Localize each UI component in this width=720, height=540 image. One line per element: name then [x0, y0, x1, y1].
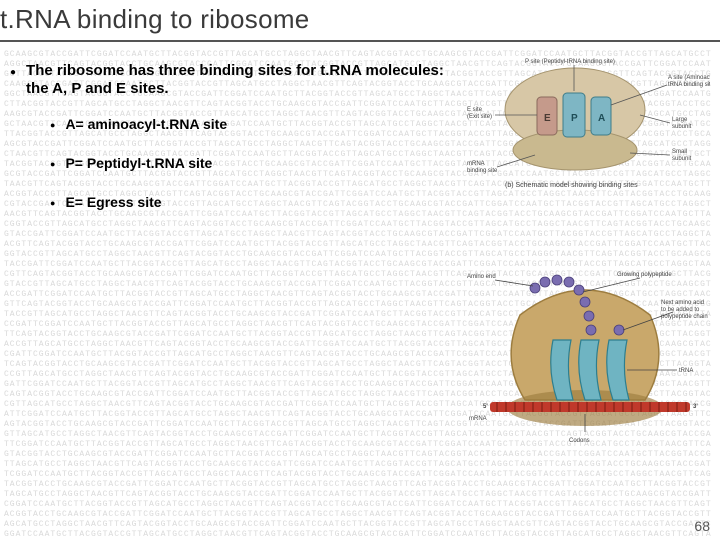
svg-text:A site (Aminoacyl-tRNA binding: A site (Aminoacyl-tRNA binding site) [668, 75, 710, 88]
svg-text:(b) Schematic model showing bi: (b) Schematic model showing binding site… [505, 182, 638, 189]
svg-text:E: E [544, 113, 551, 124]
svg-text:Largesubunit: Largesubunit [672, 117, 692, 130]
svg-text:mRNAbinding site: mRNAbinding site [467, 161, 498, 174]
title-underline [0, 40, 720, 42]
svg-text:5': 5' [483, 404, 488, 410]
svg-text:mRNA: mRNA [469, 416, 487, 422]
bullet-dot-icon: ● [10, 64, 16, 82]
sub-bullet-p: ● P= Peptidyl-t.RNA site [50, 155, 450, 172]
figure-schematic-binding-sites: E P A P site (Peptidyl-tRNA binding site… [465, 55, 710, 190]
svg-text:tRNA: tRNA [679, 368, 693, 374]
main-bullet-text: The ribosome has three binding sites for… [26, 62, 450, 98]
svg-text:P: P [571, 113, 578, 124]
bullet-dot-icon: ● [50, 156, 55, 172]
sub-bullet-e-text: E= Egress site [65, 194, 161, 210]
page-number: 68 [694, 518, 710, 534]
main-bullet: ● The ribosome has three binding sites f… [10, 62, 450, 98]
svg-text:Codons: Codons [569, 438, 590, 444]
svg-text:3': 3' [693, 404, 698, 410]
bullet-content: ● The ribosome has three binding sites f… [10, 62, 450, 233]
sub-bullet-p-text: P= Peptidyl-t.RNA site [65, 155, 212, 171]
svg-text:P site (Peptidyl-tRNA binding: P site (Peptidyl-tRNA binding site) [525, 59, 615, 65]
slide-title: t.RNA binding to ribosome [0, 4, 310, 35]
svg-text:Next amino acid to be ad: Next amino acid to be added to polypepti… [661, 300, 708, 320]
sub-bullet-a-text: A= aminoacyl-t.RNA site [65, 116, 227, 132]
figure-ribosome-trna: Amino end Growing polypeptide Next amino… [465, 270, 710, 450]
bullet-dot-icon: ● [50, 195, 55, 211]
sub-bullet-a: ● A= aminoacyl-t.RNA site [50, 116, 450, 133]
svg-text:Smallsubunit: Smallsubunit [672, 149, 692, 162]
bullet-dot-icon: ● [50, 117, 55, 133]
svg-text:Amino end: Amino end [467, 274, 496, 280]
svg-text:E site(Exit site): E site(Exit site) [467, 107, 492, 120]
sub-bullet-e: ● E= Egress site [50, 194, 450, 211]
svg-text:Growing polypeptide: Growing polypeptide [617, 272, 672, 278]
svg-text:A: A [598, 113, 605, 124]
